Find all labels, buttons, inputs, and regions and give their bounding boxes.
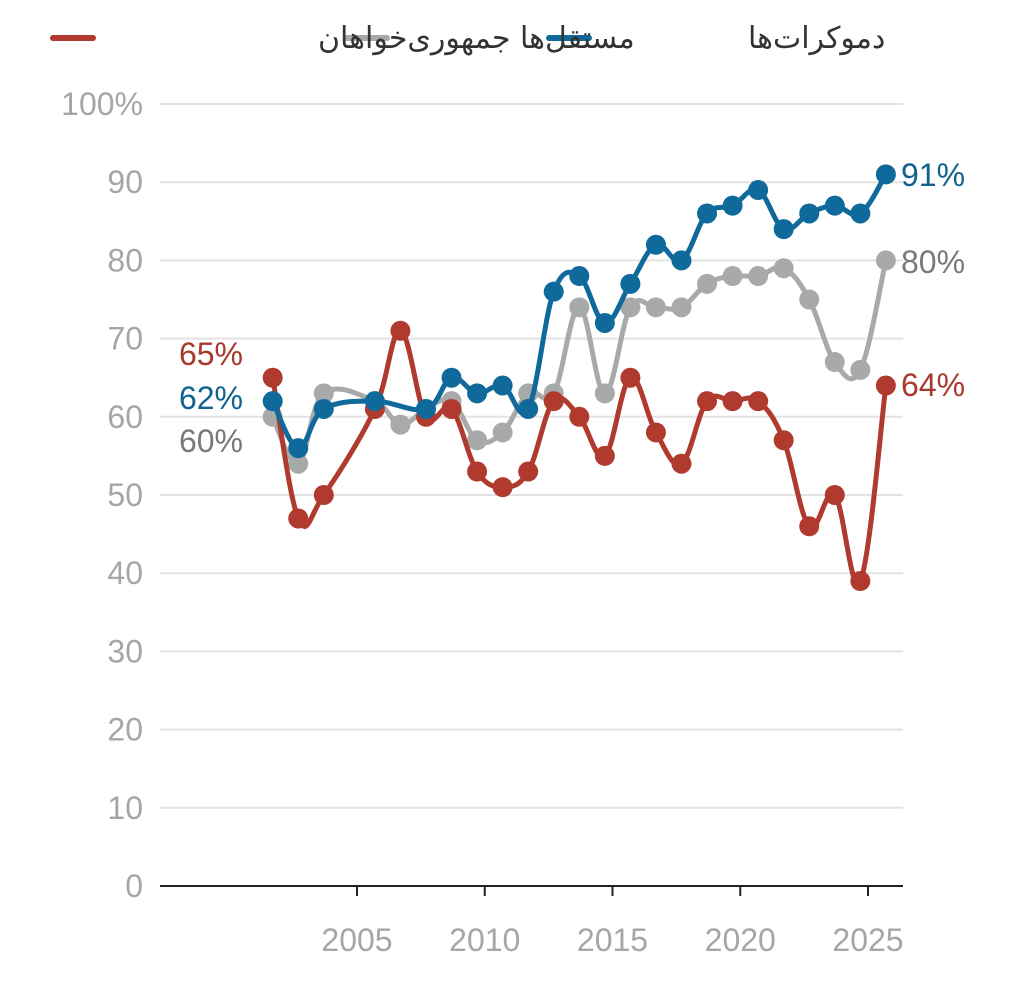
data-point-independents bbox=[748, 266, 769, 287]
x-tick-label: 2015 bbox=[577, 922, 648, 958]
y-tick-label: 20 bbox=[107, 712, 143, 748]
series-line-republicans bbox=[270, 328, 889, 587]
data-point-independents bbox=[390, 414, 411, 435]
data-point-republicans bbox=[671, 453, 692, 474]
start-label-independents: 60% bbox=[179, 423, 243, 459]
data-point-republicans bbox=[799, 516, 820, 537]
data-point-democrats bbox=[492, 375, 513, 396]
data-point-republicans bbox=[518, 461, 539, 482]
start-label-democrats: 62% bbox=[179, 380, 243, 416]
data-point-independents bbox=[875, 250, 896, 271]
gridlines bbox=[160, 103, 903, 809]
series-layer bbox=[262, 164, 896, 592]
data-point-republicans bbox=[594, 445, 615, 466]
data-point-democrats bbox=[773, 219, 794, 240]
data-point-democrats bbox=[748, 180, 769, 201]
data-point-independents bbox=[697, 273, 718, 294]
y-tick-label: 60 bbox=[107, 399, 143, 435]
x-tick-label: 2005 bbox=[321, 922, 392, 958]
data-point-democrats bbox=[262, 391, 283, 412]
data-point-independents bbox=[671, 297, 692, 318]
data-point-republicans bbox=[620, 367, 641, 388]
legend: دموکرات‌ها مستقل‌ها جمهوری‌خواهان bbox=[50, 21, 885, 56]
data-point-independents bbox=[722, 266, 743, 287]
data-point-democrats bbox=[288, 438, 309, 459]
data-point-independents bbox=[773, 258, 794, 279]
data-point-independents bbox=[824, 352, 845, 373]
legend-label-democrats: دموکرات‌ها bbox=[748, 21, 885, 56]
data-point-democrats bbox=[313, 398, 334, 419]
data-point-republicans bbox=[722, 391, 743, 412]
data-point-independents bbox=[850, 359, 871, 380]
x-tick-label: 2025 bbox=[832, 922, 903, 958]
y-tick-label: 90 bbox=[107, 164, 143, 200]
data-point-republicans bbox=[390, 320, 411, 341]
data-point-republicans bbox=[467, 461, 488, 482]
y-tick-label: 80 bbox=[107, 242, 143, 278]
data-point-democrats bbox=[467, 383, 488, 404]
data-point-democrats bbox=[875, 164, 896, 185]
data-point-democrats bbox=[824, 195, 845, 216]
data-point-democrats bbox=[364, 391, 385, 412]
data-point-republicans bbox=[875, 375, 896, 396]
data-point-democrats bbox=[697, 203, 718, 224]
data-point-democrats bbox=[722, 195, 743, 216]
data-point-republicans bbox=[645, 422, 666, 443]
data-point-independents bbox=[467, 430, 488, 451]
data-point-republicans bbox=[288, 508, 309, 529]
data-point-republicans bbox=[313, 485, 334, 505]
data-point-democrats bbox=[594, 312, 615, 333]
data-point-independents bbox=[645, 297, 666, 318]
x-axis-ticks: 2005 2010 2015 2020 2025 bbox=[321, 886, 904, 958]
data-point-democrats bbox=[645, 234, 666, 255]
data-point-republicans bbox=[748, 391, 769, 412]
y-tick-label: 50 bbox=[107, 477, 143, 513]
x-tick-label: 2020 bbox=[705, 922, 776, 958]
y-axis-ticks: 0 10 20 30 40 50 60 70 80 90 100% bbox=[61, 86, 143, 904]
series-labels: 62% 91% 60% 80% 65% 64% bbox=[179, 157, 965, 459]
data-point-republicans bbox=[850, 571, 871, 592]
data-point-democrats bbox=[543, 281, 564, 302]
start-label-republicans: 65% bbox=[179, 336, 243, 372]
data-point-democrats bbox=[620, 273, 641, 294]
end-label-democrats: 91% bbox=[901, 157, 965, 193]
y-tick-label: 100% bbox=[61, 86, 143, 122]
y-tick-label: 30 bbox=[107, 633, 143, 669]
data-point-republicans bbox=[773, 430, 794, 451]
data-point-democrats bbox=[518, 398, 539, 419]
data-point-republicans bbox=[492, 477, 513, 498]
data-point-independents bbox=[569, 297, 590, 318]
data-point-independents bbox=[313, 383, 334, 404]
end-label-republicans: 64% bbox=[901, 367, 965, 403]
data-point-independents bbox=[492, 422, 513, 443]
data-point-republicans bbox=[543, 391, 564, 412]
x-tick-label: 2010 bbox=[449, 922, 520, 958]
data-point-independents bbox=[620, 297, 641, 318]
y-tick-label: 40 bbox=[107, 555, 143, 591]
data-point-democrats bbox=[799, 203, 820, 224]
data-point-democrats bbox=[850, 203, 871, 224]
data-point-republicans bbox=[569, 406, 590, 427]
end-label-independents: 80% bbox=[901, 244, 965, 280]
data-point-democrats bbox=[415, 398, 436, 419]
data-point-independents bbox=[799, 289, 820, 310]
data-point-independents bbox=[594, 383, 615, 404]
data-point-republicans bbox=[824, 485, 845, 505]
y-tick-label: 10 bbox=[107, 790, 143, 826]
data-point-republicans bbox=[697, 391, 718, 412]
data-point-democrats bbox=[671, 250, 692, 271]
data-point-democrats bbox=[441, 367, 462, 388]
y-tick-label: 0 bbox=[125, 868, 143, 904]
legend-label-republicans: جمهوری‌خواهان bbox=[318, 21, 511, 56]
legend-label-independents: مستقل‌ها bbox=[520, 21, 635, 56]
data-point-democrats bbox=[569, 266, 590, 287]
y-tick-label: 70 bbox=[107, 321, 143, 357]
data-point-republicans bbox=[262, 367, 283, 388]
data-point-independents bbox=[288, 453, 309, 474]
data-point-republicans bbox=[441, 398, 462, 419]
